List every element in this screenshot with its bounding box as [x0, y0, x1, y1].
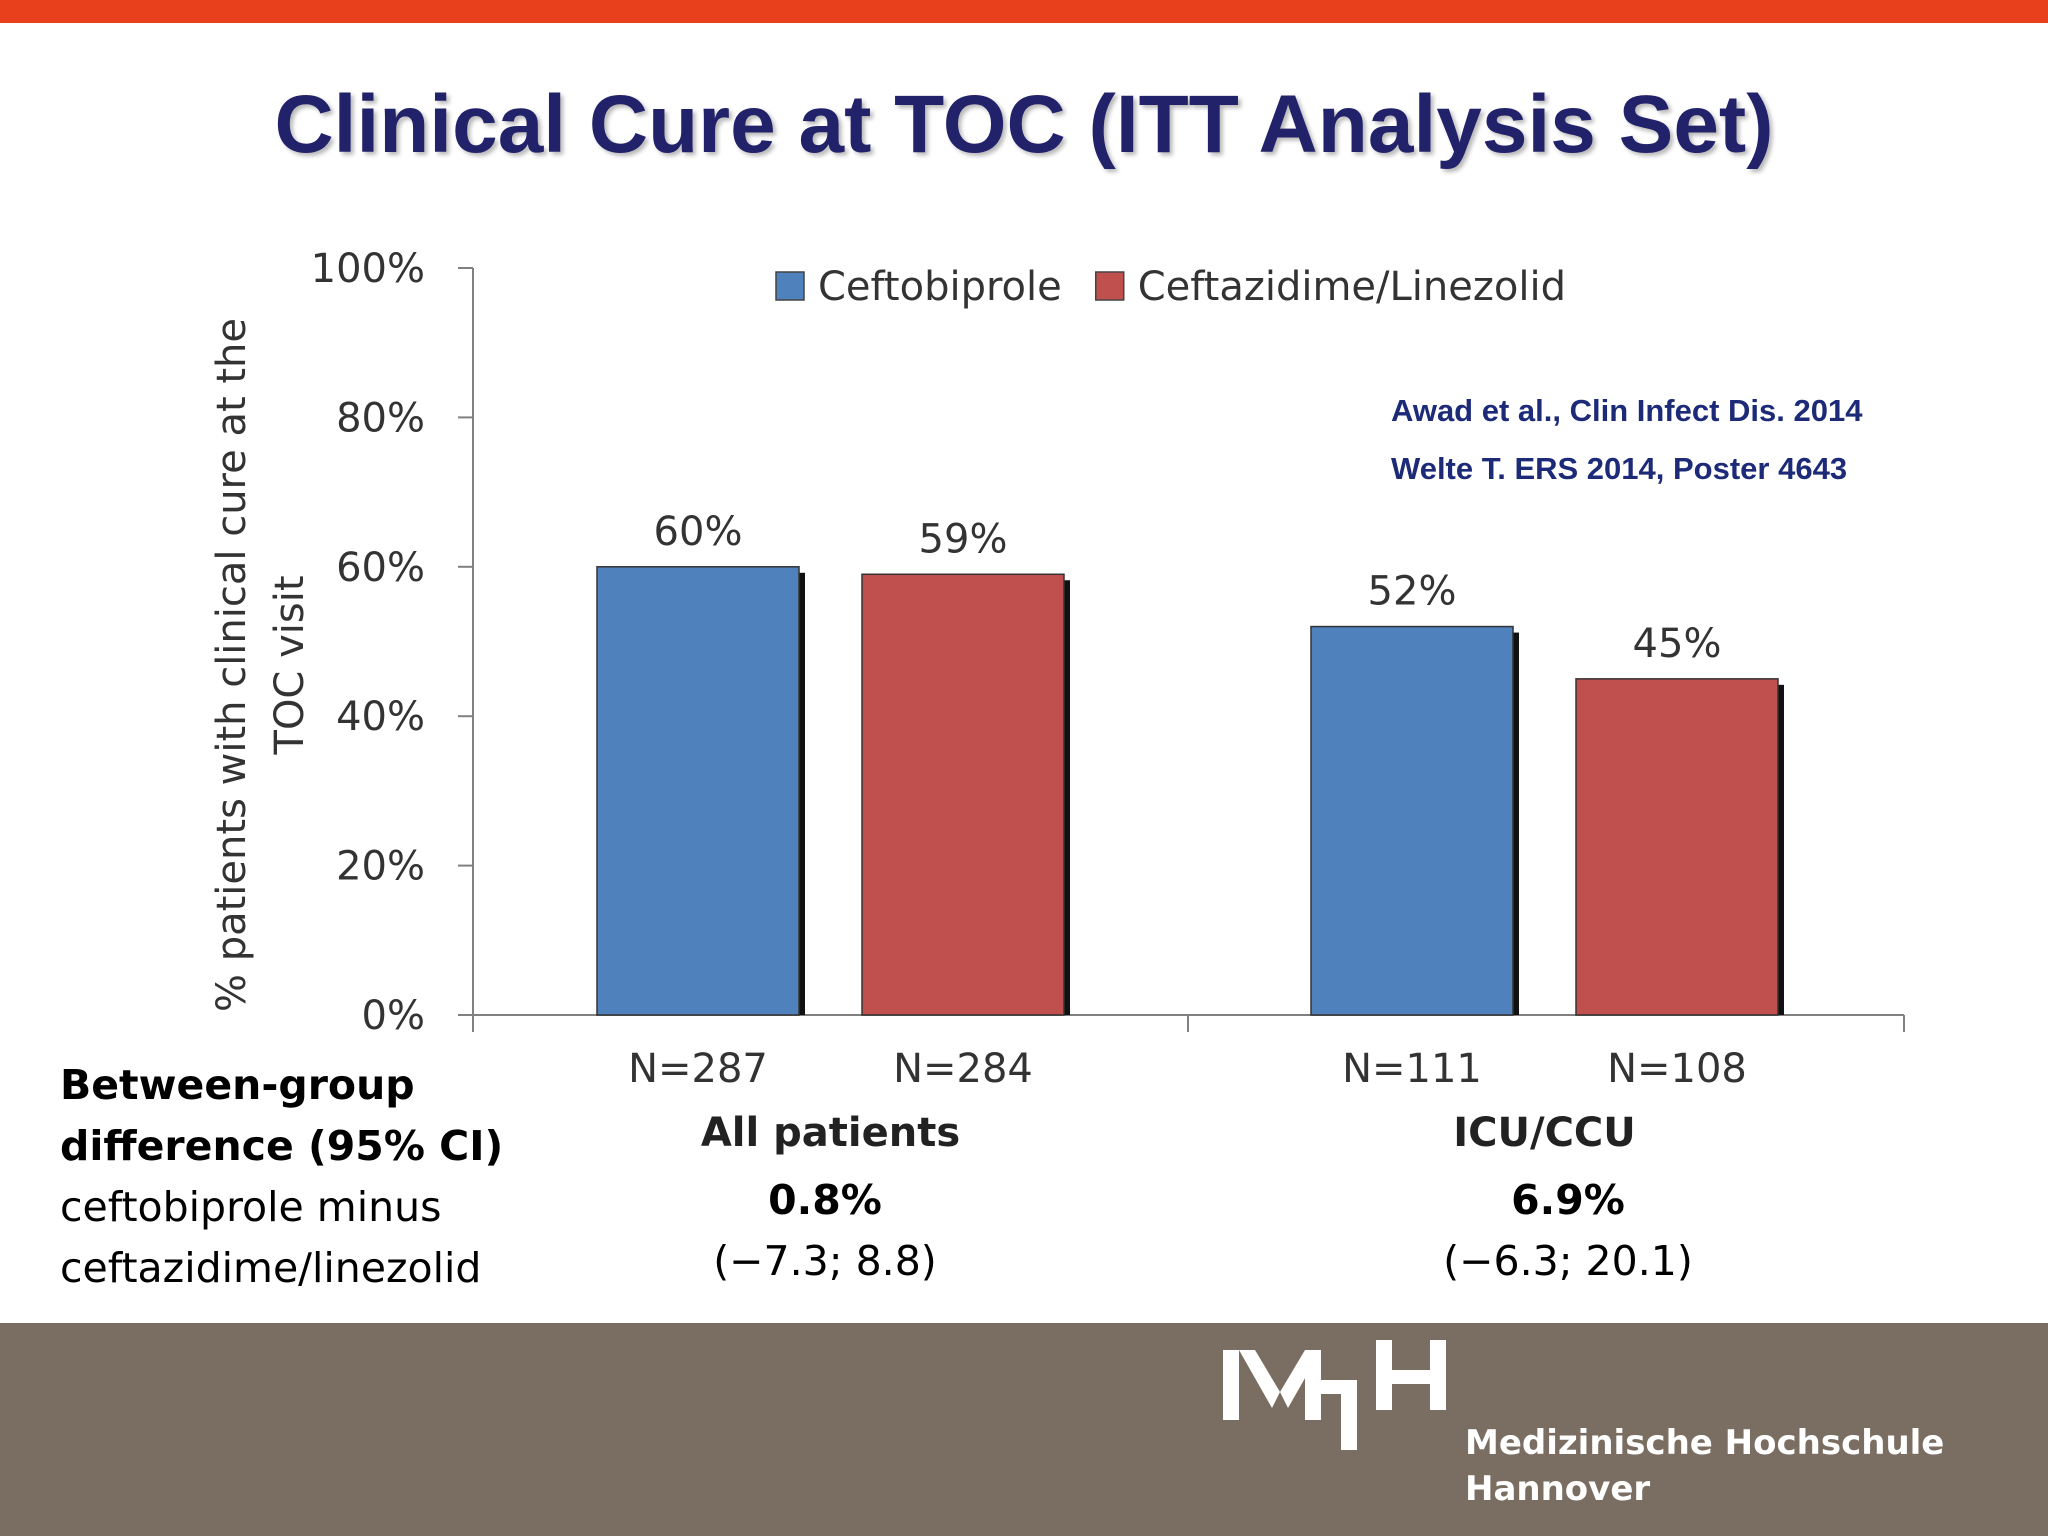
- legend-label: Ceftobiprole: [818, 264, 1062, 310]
- difference-label-line-2: difference (95% CI): [60, 1122, 504, 1170]
- difference-label-line-3: ceftobiprole minus: [60, 1183, 442, 1231]
- difference-ci: (−7.3; 8.8): [713, 1237, 937, 1285]
- bar-ceftobiprole: [1310, 625, 1514, 1016]
- top-accent-bar: [0, 0, 2048, 23]
- difference-value: 0.8%: [768, 1176, 882, 1224]
- category-label: ICU/CCU: [1453, 1110, 1636, 1156]
- institution-name-line-1: Medizinische Hochschule: [1465, 1423, 1945, 1463]
- bar-chart: 0% 20% 40% 60% 80% 100% % patients with clinic…: [209, 246, 1905, 1156]
- reference-2: Welte T. ERS 2014, Poster 4643: [1391, 451, 1848, 486]
- y-tick-label: 20%: [336, 844, 425, 890]
- bar-value-label: 52%: [1368, 569, 1457, 615]
- institution-name-line-2: Hannover: [1465, 1469, 1651, 1509]
- y-tick-label: 40%: [336, 694, 425, 740]
- category-label: All patients: [701, 1110, 960, 1156]
- difference-value: 6.9%: [1511, 1176, 1625, 1224]
- n-label: N=111: [1342, 1046, 1482, 1092]
- bar-ceftobiprole: [596, 566, 800, 1016]
- legend-swatch: [775, 271, 805, 301]
- mhh-logo-icon: [1223, 1340, 1446, 1450]
- difference-icu-ccu: 6.9% (−6.3; 20.1): [1368, 1170, 1768, 1292]
- legend-label: Ceftazidime/Linezolid: [1138, 264, 1566, 310]
- y-axis-label: % patients with clinical cure at the: [209, 318, 255, 1012]
- n-label: N=287: [628, 1046, 768, 1092]
- bar-value-label: 59%: [919, 516, 1008, 562]
- reference-1: Awad et al., Clin Infect Dis. 2014: [1391, 393, 1863, 428]
- institution-name: Medizinische Hochschule Hannover: [1465, 1420, 1944, 1512]
- difference-all-patients: 0.8% (−7.3; 8.8): [625, 1170, 1025, 1292]
- footer-bar: [0, 1323, 2048, 1536]
- n-label: N=284: [893, 1046, 1033, 1092]
- references: Awad et al., Clin Infect Dis. 2014 Welte…: [1385, 378, 1957, 502]
- y-tick-label: 0%: [362, 993, 425, 1039]
- slide-title: Clinical Cure at TOC (ITT Analysis Set): [274, 79, 1774, 170]
- y-tick-label: 80%: [336, 395, 425, 441]
- bar-value-label: 60%: [654, 509, 743, 555]
- difference-label-line-1: Between-group: [60, 1061, 415, 1109]
- y-tick-label: 100%: [311, 246, 425, 292]
- n-label: N=108: [1607, 1046, 1747, 1092]
- difference-label: Between-group difference (95% CI) ceftob…: [60, 1055, 540, 1299]
- difference-ci: (−6.3; 20.1): [1443, 1237, 1693, 1285]
- difference-label-line-4: ceftazidime/linezolid: [60, 1244, 482, 1292]
- y-tick-label: 60%: [336, 545, 425, 591]
- legend-swatch: [1094, 271, 1125, 301]
- bar-value-label: 45%: [1633, 621, 1722, 667]
- bar-ceftazidime-linezolid: [861, 573, 1065, 1016]
- bar-ceftazidime-linezolid: [1575, 678, 1779, 1016]
- y-axis-label: TOC visit: [267, 576, 313, 756]
